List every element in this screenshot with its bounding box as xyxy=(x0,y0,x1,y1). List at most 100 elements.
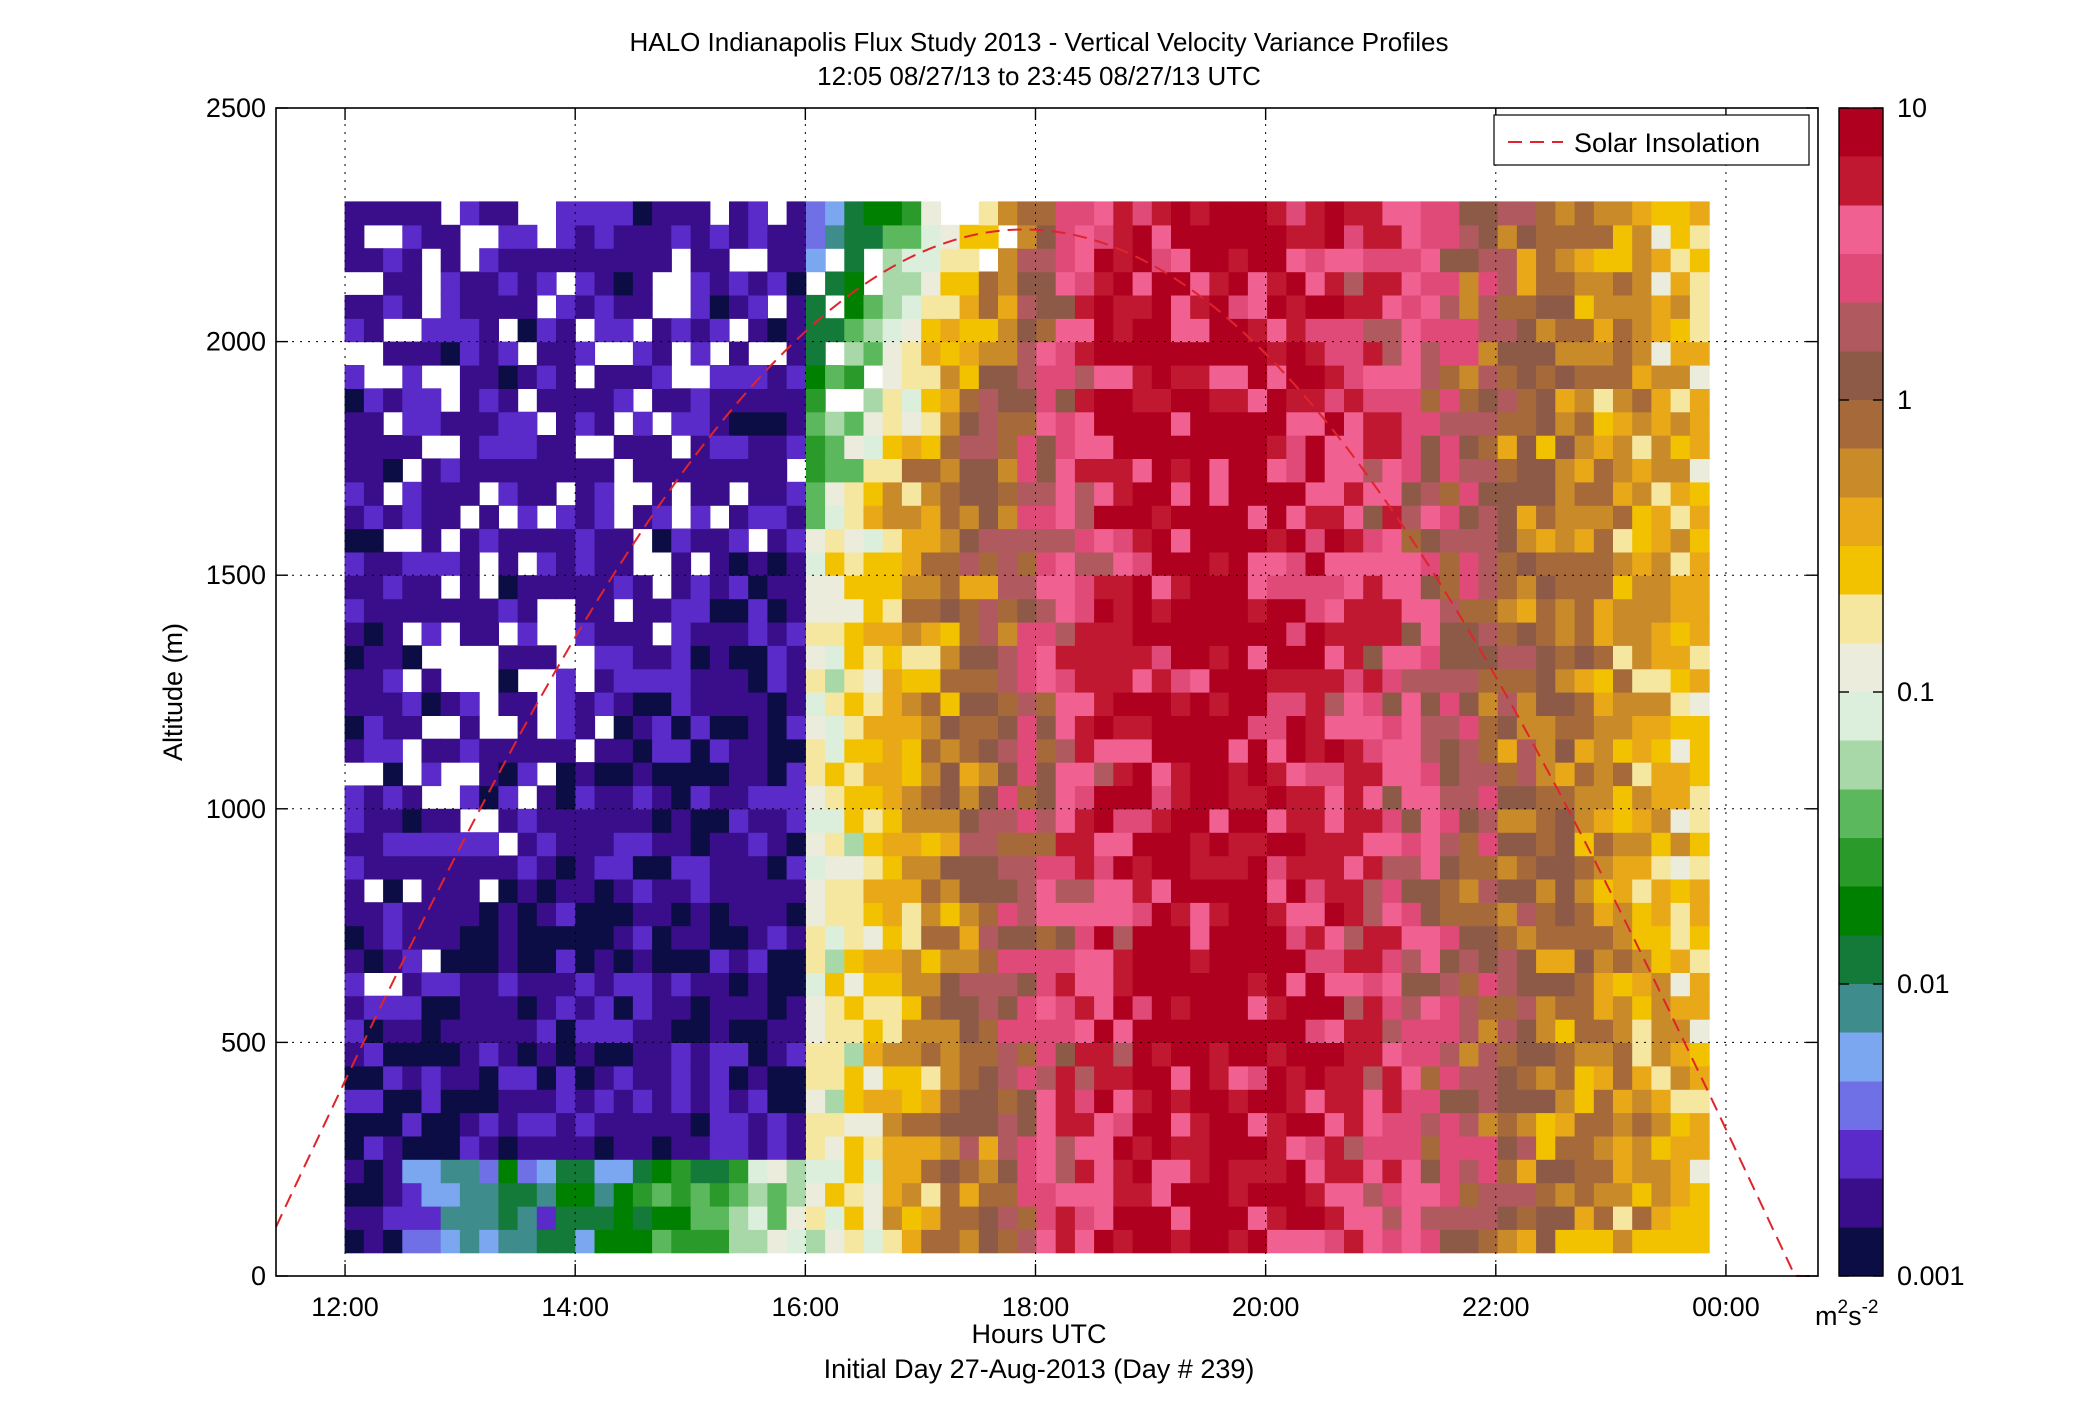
heatmap-cell xyxy=(882,388,903,413)
heatmap-cell xyxy=(1267,201,1287,226)
heatmap-cell xyxy=(1613,972,1633,997)
heatmap-cell xyxy=(1670,528,1691,553)
heatmap-cell xyxy=(363,458,384,483)
heatmap-cell xyxy=(1171,598,1191,623)
heatmap-cell xyxy=(748,972,768,997)
heatmap-cell xyxy=(459,1159,480,1184)
heatmap-cell xyxy=(690,598,711,623)
heatmap-cell xyxy=(940,1042,961,1067)
heatmap-cell xyxy=(1209,645,1230,670)
heatmap-cell xyxy=(863,1112,884,1137)
heatmap-cell xyxy=(1228,925,1249,950)
heatmap-cell xyxy=(863,902,884,927)
heatmap-cell xyxy=(1651,621,1672,646)
heatmap-cell xyxy=(1036,1229,1057,1254)
heatmap-cell xyxy=(440,341,461,366)
heatmap-cell xyxy=(1074,575,1095,600)
heatmap-cell xyxy=(1689,201,1710,226)
heatmap-cell xyxy=(1344,1089,1364,1114)
heatmap-cell xyxy=(709,458,730,483)
heatmap-cell xyxy=(863,715,884,740)
heatmap-cell xyxy=(556,435,576,459)
heatmap-cell xyxy=(440,738,461,763)
heatmap-cell xyxy=(556,551,576,576)
heatmap-cell xyxy=(1536,248,1556,273)
heatmap-cell xyxy=(1440,341,1460,366)
heatmap-cell xyxy=(536,1089,557,1114)
heatmap-cell xyxy=(1420,715,1441,740)
heatmap-cell xyxy=(363,855,384,880)
heatmap-cell xyxy=(363,294,384,319)
heatmap-cell xyxy=(1651,341,1672,366)
heatmap-cell xyxy=(440,995,461,1020)
heatmap-cell xyxy=(1228,621,1249,646)
heatmap-cell xyxy=(671,1205,692,1230)
heatmap-cell xyxy=(1440,738,1460,763)
heatmap-cell xyxy=(767,248,788,273)
heatmap-cell xyxy=(1459,598,1480,623)
heatmap-cell xyxy=(498,902,519,927)
heatmap-cell xyxy=(709,738,730,763)
heatmap-cell xyxy=(479,762,499,787)
heatmap-cell xyxy=(459,575,480,600)
heatmap-cell xyxy=(1555,505,1576,530)
heatmap-cell xyxy=(517,481,538,506)
heatmap-cell xyxy=(1478,505,1499,530)
heatmap-cell xyxy=(1651,598,1672,623)
heatmap-cell xyxy=(1651,505,1672,530)
heatmap-cell xyxy=(690,1019,711,1043)
heatmap-cell xyxy=(767,738,788,763)
heatmap-cell xyxy=(1228,294,1249,319)
heatmap-cell xyxy=(690,925,711,950)
heatmap-cell xyxy=(1478,365,1499,389)
heatmap-cell xyxy=(613,551,634,576)
heatmap-cell xyxy=(594,1229,615,1254)
heatmap-cell xyxy=(613,1182,634,1207)
heatmap-cell xyxy=(402,1135,423,1160)
heatmap-cell xyxy=(998,318,1018,343)
heatmap-cell xyxy=(1613,294,1633,319)
heatmap-cell xyxy=(1440,692,1460,716)
heatmap-cell xyxy=(1055,621,1076,646)
heatmap-cell xyxy=(671,1089,692,1114)
heatmap-cell xyxy=(1516,528,1537,553)
heatmap-cell xyxy=(1420,318,1441,343)
heatmap-cell xyxy=(632,785,653,810)
heatmap-cell xyxy=(690,972,711,997)
heatmap-cell xyxy=(1171,972,1191,997)
heatmap-cell xyxy=(1247,738,1268,763)
heatmap-cell xyxy=(1113,832,1134,857)
heatmap-cell xyxy=(748,995,768,1020)
heatmap-cell xyxy=(1574,598,1595,623)
heatmap-cell xyxy=(1305,949,1326,973)
heatmap-cell xyxy=(1689,738,1710,763)
heatmap-cell xyxy=(1151,1159,1172,1184)
heatmap-cell xyxy=(1151,1042,1172,1067)
heatmap-cell xyxy=(978,575,999,600)
heatmap-cell xyxy=(863,1135,884,1160)
heatmap-cell xyxy=(536,949,557,973)
heatmap-cell xyxy=(1209,949,1230,973)
heatmap-cell xyxy=(940,878,961,903)
heatmap-cell xyxy=(1516,715,1537,740)
heatmap-cell xyxy=(594,1089,615,1114)
heatmap-cell xyxy=(652,481,672,506)
heatmap-cell xyxy=(1055,1205,1076,1230)
heatmap-cell xyxy=(1094,294,1114,319)
heatmap-cell xyxy=(498,435,519,459)
heatmap-cell xyxy=(1324,435,1345,459)
heatmap-cell xyxy=(1074,598,1095,623)
heatmap-cell xyxy=(1017,1229,1038,1254)
heatmap-cell xyxy=(363,481,384,506)
heatmap-cell xyxy=(1267,1182,1287,1207)
heatmap-cell xyxy=(1094,1205,1114,1230)
heatmap-cell xyxy=(978,949,999,973)
heatmap-cell xyxy=(1689,1205,1710,1230)
heatmap-cell xyxy=(805,1135,826,1160)
heatmap-cell xyxy=(363,1042,384,1067)
heatmap-cell xyxy=(748,1182,768,1207)
heatmap-cell xyxy=(440,224,461,249)
heatmap-cell xyxy=(709,1182,730,1207)
heatmap-cell xyxy=(1036,832,1057,857)
heatmap-cell xyxy=(1113,762,1134,787)
